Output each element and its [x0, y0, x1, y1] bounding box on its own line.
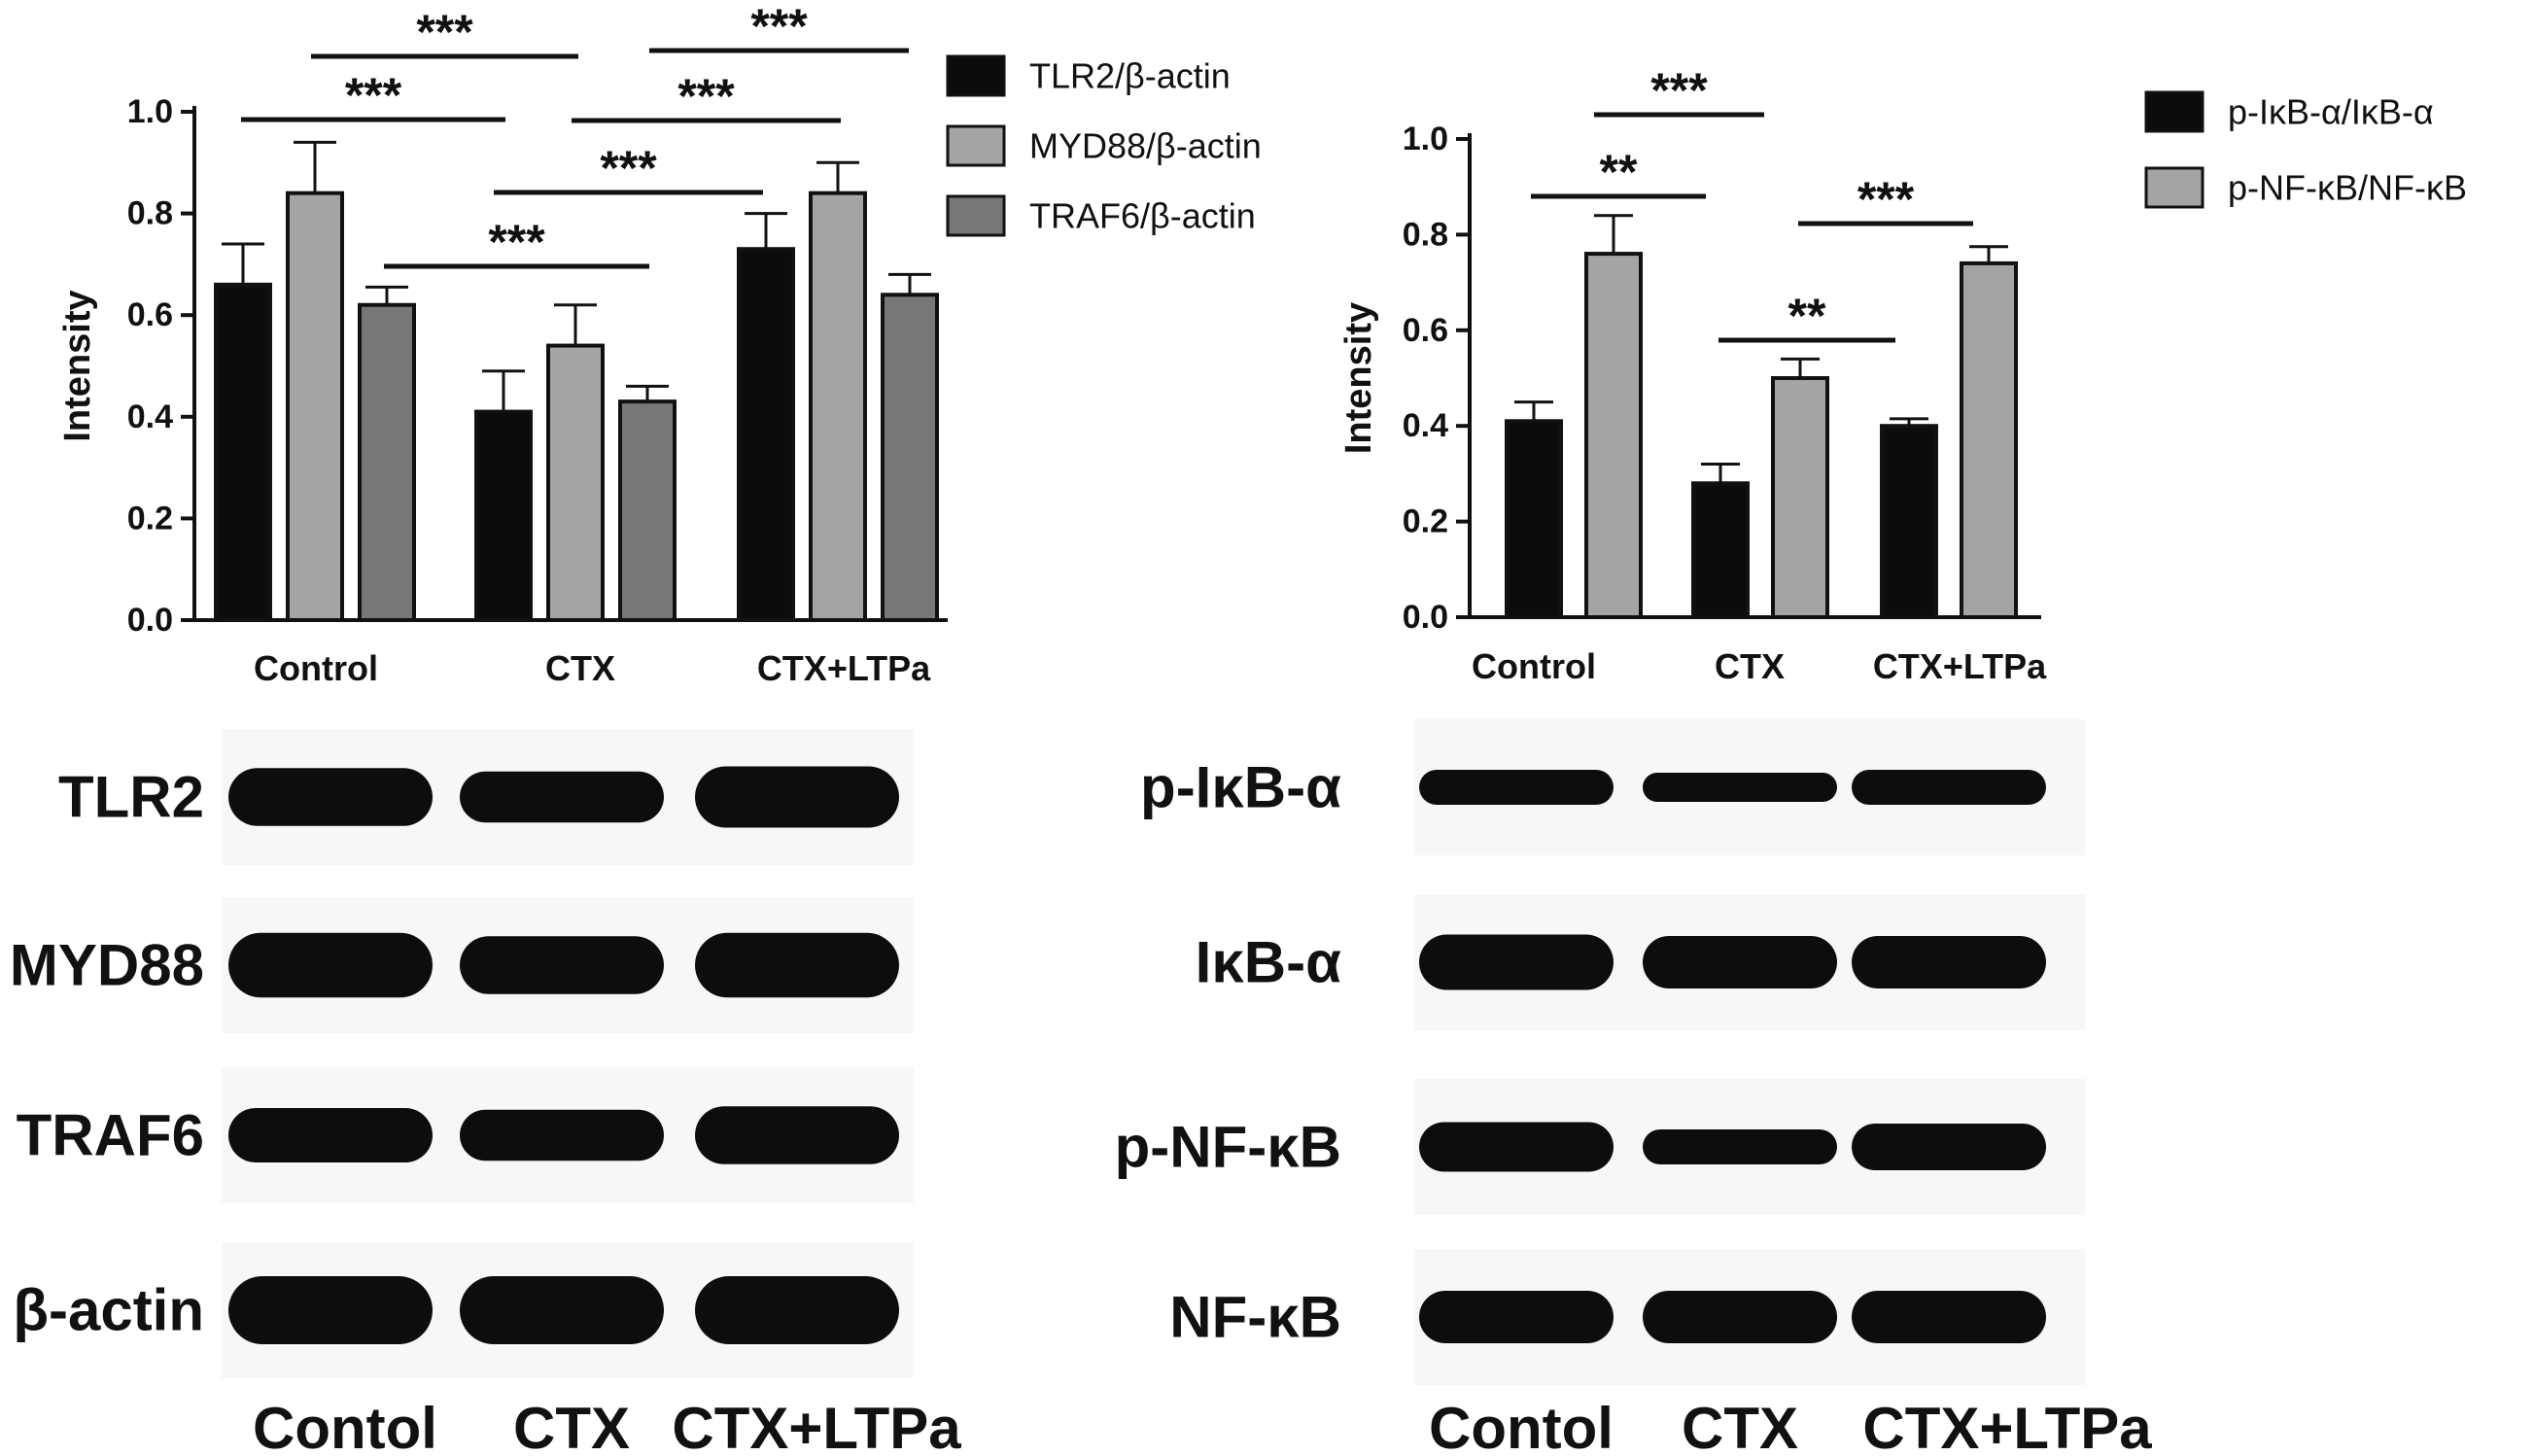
blot-band: [460, 936, 664, 994]
x-tick-label: CTX+LTPa: [1873, 646, 2047, 686]
y-tick-label: 0.2: [1403, 503, 1448, 540]
bar: [1691, 481, 1750, 619]
blot-band: [1643, 1129, 1837, 1164]
blot-row-label: TRAF6: [17, 1103, 204, 1168]
bar: [1960, 260, 2018, 619]
x-tick-label: Control: [254, 648, 378, 688]
bar: [214, 282, 272, 622]
legend-swatch: [2144, 90, 2204, 133]
blot-band: [1643, 1291, 1837, 1343]
blot-band: [1643, 936, 1837, 988]
legend-swatch: [946, 54, 1006, 97]
blot-band: [695, 766, 899, 828]
bar: [809, 191, 867, 622]
legend-swatch: [946, 124, 1006, 167]
x-tick-label: CTX+LTPa: [757, 648, 931, 688]
significance-marker: ***: [1857, 172, 1915, 226]
legend-label: MYD88/β-actin: [1029, 126, 1262, 166]
blot-lane-label: Contol: [1429, 1396, 1614, 1456]
western-blot-right: p-IκB-α IκB-α p-NF-κB NF-κB Contol CTX CTX+LTP…: [1115, 719, 2152, 1456]
y-tick-label: 0.4: [1403, 407, 1448, 444]
x-tick-label: Control: [1472, 646, 1596, 686]
blot-band: [1852, 936, 2046, 988]
y-tick-label: 0.2: [127, 500, 173, 537]
blot-band: [228, 1276, 433, 1344]
bar: [1880, 424, 1938, 620]
bar-chart-ikb-nfkb: 0.0 0.2 0.4 0.6 0.8 1.0 Intensity Control CTX CTX…: [1338, 63, 2467, 686]
legend-label: TLR2/β-actin: [1029, 56, 1231, 96]
significance-marker: ***: [600, 141, 657, 195]
y-tick-label: 1.0: [127, 93, 173, 130]
blot-band: [1419, 1122, 1614, 1172]
blot-lane-label: CTX: [513, 1396, 630, 1456]
blot-band: [1643, 773, 1837, 802]
bar: [1584, 252, 1643, 619]
bar: [618, 399, 677, 622]
blot-band: [228, 932, 433, 998]
blot-lane-label: Contol: [253, 1396, 437, 1456]
blot-row-label: NF-κB: [1169, 1285, 1341, 1350]
significance-marker: ***: [1650, 63, 1708, 118]
bar: [1771, 376, 1829, 619]
blot-row-label: TLR2: [58, 765, 204, 830]
bar: [881, 293, 939, 622]
blot-band: [695, 932, 899, 998]
y-axis-label: Intensity: [1338, 302, 1379, 454]
blot-band: [1419, 934, 1614, 990]
blot-lane-label: CTX+LTPa: [672, 1396, 961, 1456]
y-tick-label: 0.4: [127, 399, 173, 435]
significance-marker: **: [1788, 289, 1826, 343]
blot-band: [460, 1276, 664, 1344]
blot-band: [1419, 1291, 1614, 1343]
blot-row-label: p-NF-κB: [1115, 1115, 1341, 1180]
y-tick-label: 0.0: [1403, 599, 1448, 636]
bar-chart-tlr2-myd88-traf6: 0.0 0.2 0.4 0.6 0.8 1.0 Intensity Control CTX CTX…: [57, 0, 1262, 688]
significance-marker: ***: [416, 5, 473, 59]
blot-band: [1852, 1124, 2046, 1170]
blot-row-label: IκB-α: [1196, 930, 1341, 995]
legend-swatch: [2144, 166, 2204, 209]
blot-band: [228, 1108, 433, 1162]
x-tick-label: CTX: [1715, 646, 1785, 686]
blot-band: [460, 771, 664, 823]
bar: [286, 191, 344, 622]
legend-swatch: [946, 194, 1006, 237]
blot-row-label: MYD88: [10, 933, 204, 998]
blot-row-label: β-actin: [13, 1278, 204, 1343]
x-tick-label: CTX: [545, 648, 615, 688]
bar: [474, 409, 533, 622]
significance-marker: ***: [345, 68, 402, 122]
blot-band: [1852, 1291, 2046, 1343]
blot-band: [228, 768, 433, 826]
significance-marker: ***: [488, 215, 545, 269]
y-tick-label: 0.8: [127, 195, 173, 232]
significance-marker: ***: [750, 0, 808, 53]
bar: [1505, 419, 1563, 619]
bar: [358, 302, 416, 622]
legend-label: p-IκB-α/IκB-α: [2228, 92, 2434, 132]
blot-lane-label: CTX: [1682, 1396, 1798, 1456]
blot-lane-label: CTX+LTPa: [1862, 1396, 2152, 1456]
y-tick-label: 1.0: [1403, 121, 1448, 157]
y-axis-label: Intensity: [57, 290, 98, 441]
blot-band: [1419, 770, 1614, 805]
bar: [737, 247, 795, 622]
significance-marker: ***: [677, 69, 735, 123]
y-tick-label: 0.0: [127, 602, 173, 639]
y-tick-label: 0.6: [1403, 312, 1448, 349]
blot-band: [695, 1106, 899, 1164]
y-tick-label: 0.6: [127, 296, 173, 333]
blot-band: [460, 1109, 664, 1161]
western-blot-left: TLR2 MYD88 TRAF6 β-actin Contol CTX CTX+LTPa: [10, 729, 961, 1456]
y-tick-label: 0.8: [1403, 216, 1448, 253]
blot-row-label: p-IκB-α: [1140, 755, 1341, 820]
legend-label: p-NF-κB/NF-κB: [2228, 168, 2467, 208]
legend-label: TRAF6/β-actin: [1029, 196, 1256, 236]
bar: [546, 343, 605, 622]
significance-marker: **: [1600, 145, 1638, 199]
blot-band: [695, 1276, 899, 1344]
blot-band: [1852, 770, 2046, 805]
